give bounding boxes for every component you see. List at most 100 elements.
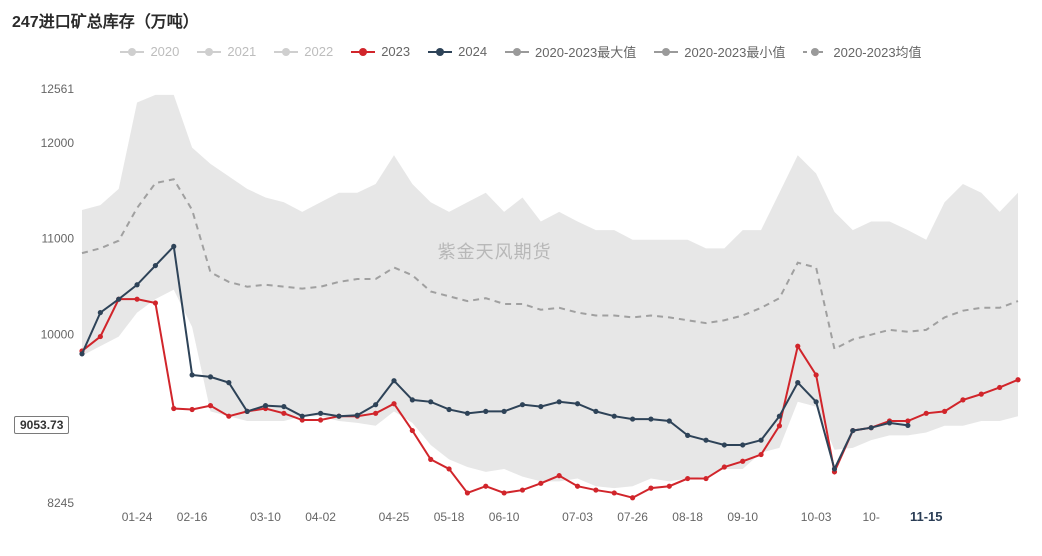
legend-item[interactable]: 2020-2023最大值 (505, 42, 636, 61)
chart-svg: 82451000011000120001256101-2402-1603-100… (12, 71, 1030, 541)
legend-label: 2020-2023均值 (833, 42, 921, 61)
legend-label: 2023 (381, 44, 410, 59)
series-2024-marker (190, 372, 195, 377)
series-2024-marker (391, 378, 396, 383)
series-2024-marker (465, 411, 470, 416)
series-2023-marker (667, 484, 672, 489)
legend-item[interactable]: 2024 (428, 44, 487, 59)
series-2023-marker (924, 411, 929, 416)
series-2023-marker (960, 397, 965, 402)
series-2023-marker (153, 300, 158, 305)
series-2023-marker (575, 484, 580, 489)
x-tick-label: 07-26 (617, 510, 648, 524)
series-2023-marker (942, 409, 947, 414)
series-2024-marker (575, 401, 580, 406)
x-tick-label: 01-24 (122, 510, 153, 524)
series-2024-marker (245, 409, 250, 414)
series-2023-marker (703, 476, 708, 481)
y-tick-label: 12561 (41, 82, 75, 96)
plot-area: 82451000011000120001256101-2402-1603-100… (12, 71, 1030, 541)
series-2024-marker (153, 263, 158, 268)
legend-label: 2021 (227, 44, 256, 59)
series-2024-marker (79, 351, 84, 356)
legend-label: 2020-2023最大值 (535, 42, 636, 61)
series-2023-marker (446, 466, 451, 471)
series-2024-marker (905, 423, 910, 428)
legend-label: 2020-2023最小值 (684, 42, 785, 61)
series-2024-marker (171, 244, 176, 249)
series-2024-marker (648, 416, 653, 421)
series-2024-marker (777, 414, 782, 419)
series-2024-marker (300, 414, 305, 419)
series-2023-marker (814, 372, 819, 377)
legend-swatch (803, 51, 827, 53)
legend-item[interactable]: 2020-2023最小值 (654, 42, 785, 61)
series-2023-marker (391, 401, 396, 406)
series-2024-marker (373, 402, 378, 407)
series-2023-marker (281, 411, 286, 416)
legend-swatch (197, 51, 221, 53)
series-2024-marker (612, 414, 617, 419)
legend-swatch (274, 51, 298, 53)
series-2023-marker (612, 490, 617, 495)
series-2023-marker (1015, 377, 1020, 382)
legend-item[interactable]: 2023 (351, 44, 410, 59)
series-2024-marker (850, 428, 855, 433)
series-2023-marker (410, 428, 415, 433)
legend-item[interactable]: 2020-2023均值 (803, 42, 921, 61)
series-2023-marker (538, 481, 543, 486)
series-2024-marker (208, 374, 213, 379)
series-2024-marker (446, 407, 451, 412)
series-2024-marker (795, 380, 800, 385)
legend-swatch (505, 51, 529, 53)
legend: 2020 2021 2022 2023 2024 2020-2023最大值 2020-202… (12, 38, 1030, 71)
series-2023-marker (979, 392, 984, 397)
series-2024-marker (98, 310, 103, 315)
series-2024-marker (355, 413, 360, 418)
x-tick-label: 05-18 (434, 510, 465, 524)
series-2024-marker (263, 403, 268, 408)
series-2024-marker (116, 297, 121, 302)
series-2023-marker (208, 403, 213, 408)
series-2023-marker (171, 406, 176, 411)
x-tick-label: 09-10 (727, 510, 758, 524)
x-tick-label: 07-03 (562, 510, 593, 524)
series-2024-marker (758, 438, 763, 443)
legend-label: 2022 (304, 44, 333, 59)
x-tick-label: 02-16 (177, 510, 208, 524)
series-2024-marker (814, 399, 819, 404)
legend-item[interactable]: 2021 (197, 44, 256, 59)
series-2024-marker (740, 442, 745, 447)
series-2024-marker (226, 380, 231, 385)
legend-swatch (428, 51, 452, 53)
legend-label: 2020 (150, 44, 179, 59)
x-tick-label: 06-10 (489, 510, 520, 524)
series-2024-marker (318, 411, 323, 416)
x-tick-label: 03-10 (250, 510, 281, 524)
range-band (82, 95, 1018, 488)
series-2024-marker (428, 399, 433, 404)
legend-item[interactable]: 2022 (274, 44, 333, 59)
x-tick-label: 08-18 (672, 510, 703, 524)
legend-item[interactable]: 2020 (120, 44, 179, 59)
series-2024-marker (502, 409, 507, 414)
x-tick-label: 04-25 (379, 510, 410, 524)
x-tick-label: 04-02 (305, 510, 336, 524)
series-2023-marker (795, 344, 800, 349)
series-2023-marker (190, 407, 195, 412)
x-tick-label: 10- (863, 510, 880, 524)
series-2023-marker (685, 476, 690, 481)
series-2024-marker (703, 438, 708, 443)
y-tick-label: 8245 (47, 496, 74, 510)
series-2024-marker (593, 409, 598, 414)
legend-swatch (120, 51, 144, 53)
series-2024-marker (667, 418, 672, 423)
series-2023-marker (520, 487, 525, 492)
series-2023-marker (740, 459, 745, 464)
x-tick-label: 10-03 (801, 510, 832, 524)
series-2023-marker (502, 490, 507, 495)
series-2023-marker (905, 418, 910, 423)
series-2023-marker (630, 495, 635, 500)
y-tick-label: 10000 (41, 328, 75, 342)
series-2023-marker (758, 452, 763, 457)
